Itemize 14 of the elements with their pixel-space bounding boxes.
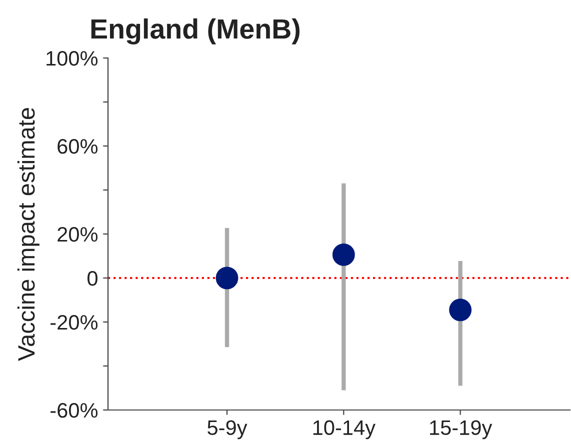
point (332, 243, 355, 266)
y-tick-label: 100% (46, 51, 98, 66)
y-tick-label: -20% (50, 315, 98, 330)
point (216, 266, 238, 290)
x-tick-label: 5-9y (208, 420, 248, 440)
y-axis-title: Vaccine impact estimate (17, 108, 40, 361)
x-tick-label: 15-19y (430, 420, 492, 440)
chart-title: England (MenB) (91, 18, 300, 44)
point (449, 298, 472, 322)
y-tick-label: 20% (58, 227, 98, 242)
y-tick-label: 0 (88, 271, 98, 286)
x-tick-label: 10-14y (313, 420, 376, 440)
y-tick-label: -60% (50, 403, 98, 418)
y-tick-label: 60% (58, 139, 98, 154)
